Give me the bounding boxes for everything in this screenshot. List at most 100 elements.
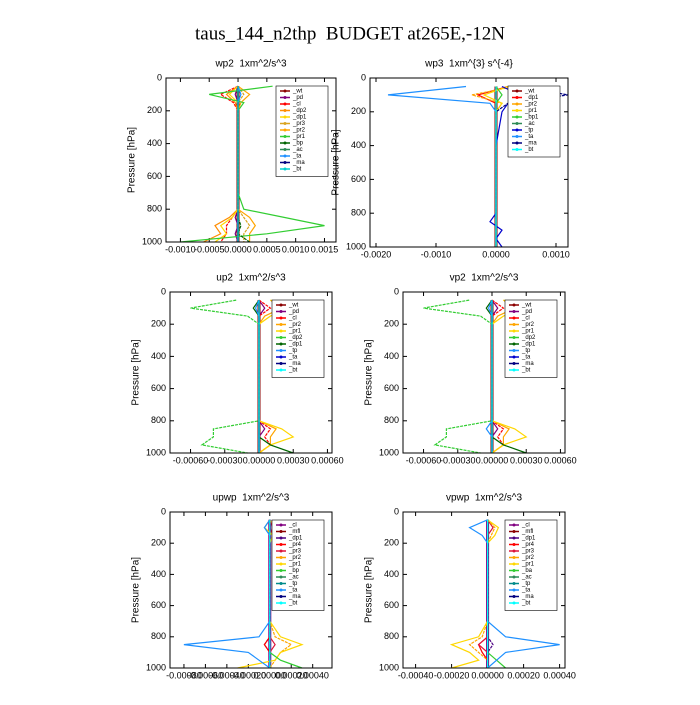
legend-marker (512, 549, 516, 553)
panel-title: up2 1xm^2/s^3 (216, 273, 286, 284)
panel: up2 1xm^2/s^3 Pressure [hPa] 0 200 400 600 800… (131, 273, 344, 466)
legend-label: _mfl (521, 529, 533, 535)
legend-label: _ma (288, 361, 301, 367)
x-tick-label: -0.00030 (440, 455, 476, 465)
plot-frame (169, 291, 333, 454)
legend-label: _wt (524, 89, 535, 95)
legend-marker (515, 128, 519, 132)
legend-label: _bt (521, 601, 531, 607)
y-tick-label: 400 (384, 351, 399, 361)
legend-label: _pr2 (288, 322, 302, 328)
legend-marker (512, 588, 516, 592)
legend-label: _ac (524, 121, 535, 127)
legend-label: _pd (292, 95, 303, 101)
x-tick-label: 0.0010 (282, 244, 310, 254)
series-line (183, 519, 271, 669)
legend-marker (279, 601, 283, 605)
x-tick-label: -0.0010 (421, 249, 452, 259)
series-line (387, 85, 497, 247)
legend-marker (279, 310, 283, 313)
y-tick-label: 800 (147, 204, 162, 214)
legend-label: _ma (292, 160, 305, 166)
panel-title: wp2 1xm^2/s^3 (214, 59, 287, 70)
y-tick-label: 400 (151, 351, 166, 361)
x-tick-label: 0.00030 (277, 455, 310, 465)
x-tick-label: 0.00020 (275, 670, 308, 680)
x-tick-label: 0.0015 (311, 244, 339, 254)
legend-label: _pr1 (288, 562, 302, 568)
series-line (237, 85, 251, 242)
x-tick-label: -0.00040 (398, 670, 434, 680)
x-tick-label: -0.0005 (194, 244, 225, 254)
plot-frame (369, 77, 569, 248)
panel-title: wp3 1xm^{3} s^{-4} (424, 59, 513, 70)
legend-label: _pr2 (524, 102, 538, 108)
legend-marker (283, 96, 287, 99)
legend-marker (512, 362, 516, 365)
legend-marker (279, 355, 283, 359)
legend-marker (283, 109, 287, 112)
legend-marker (515, 89, 519, 93)
legend-label: _pr2 (521, 555, 535, 561)
legend-marker (279, 569, 283, 572)
y-tick-label: 1000 (346, 241, 366, 251)
legend-marker (283, 89, 287, 93)
y-tick-label: 600 (151, 600, 166, 610)
x-tick-label: 0.00040 (543, 670, 576, 680)
legend-label: _pr2 (288, 555, 302, 561)
legend-marker (515, 122, 519, 125)
legend-marker (279, 595, 283, 598)
legend-label: _pd (288, 309, 299, 315)
legend-label: _wt (292, 89, 303, 95)
legend-marker (512, 329, 516, 333)
y-axis-label: Pressure [hPa] (364, 339, 375, 405)
legend-label: _cl (521, 316, 530, 322)
legend-label: _pr3 (521, 549, 535, 555)
legend-marker (512, 601, 516, 605)
series-line (203, 85, 239, 243)
legend-marker (283, 102, 287, 106)
series-line (449, 519, 500, 669)
x-tick-label: 0.00000 (471, 670, 504, 680)
legend-label: _pd (521, 309, 532, 315)
legend-marker (283, 135, 287, 138)
y-tick-label: 200 (351, 106, 366, 116)
legend-label: _dp1 (288, 342, 303, 348)
panel: vpwp 1xm^2/s^3 Pressure [hPa] 0 200 400 600 80… (364, 493, 576, 681)
legend-marker (279, 523, 283, 527)
legend-label: _pr1 (288, 329, 302, 335)
panel-title: upwp 1xm^2/s^3 (213, 493, 290, 504)
y-tick-label: 200 (384, 319, 399, 329)
legend-marker (512, 310, 516, 313)
legend-marker (512, 595, 516, 598)
legend-label: _ta (521, 355, 531, 361)
legend-label: _cl (292, 102, 301, 108)
series-line (237, 85, 257, 242)
legend-marker (283, 115, 287, 119)
legend-marker (512, 336, 516, 339)
y-tick-label: 600 (351, 174, 366, 184)
legend-label: _ta (521, 588, 531, 594)
legend-label: _pr3 (292, 121, 306, 127)
legend-marker (279, 536, 283, 540)
x-tick-label: -0.0020 (361, 249, 392, 259)
y-tick-label: 1000 (142, 236, 162, 246)
x-tick-label: 0.0000 (224, 244, 252, 254)
legend-label: _pr1 (521, 562, 535, 568)
legend-marker (512, 569, 516, 572)
y-tick-label: 200 (384, 538, 399, 548)
y-tick-label: 200 (147, 105, 162, 115)
legend-label: _dp2 (521, 335, 536, 341)
legend-marker (512, 536, 516, 540)
legend-marker (283, 128, 287, 132)
x-tick-label: 0.0000 (482, 249, 510, 259)
x-tick-label: -0.00080 (166, 670, 202, 680)
y-tick-label: 600 (147, 171, 162, 181)
y-tick-label: 800 (351, 208, 366, 218)
legend-marker (283, 148, 287, 151)
legend-marker (512, 543, 516, 546)
x-tick-label: 0.0005 (253, 244, 281, 254)
legend-marker (515, 96, 519, 99)
legend-marker (283, 154, 287, 158)
